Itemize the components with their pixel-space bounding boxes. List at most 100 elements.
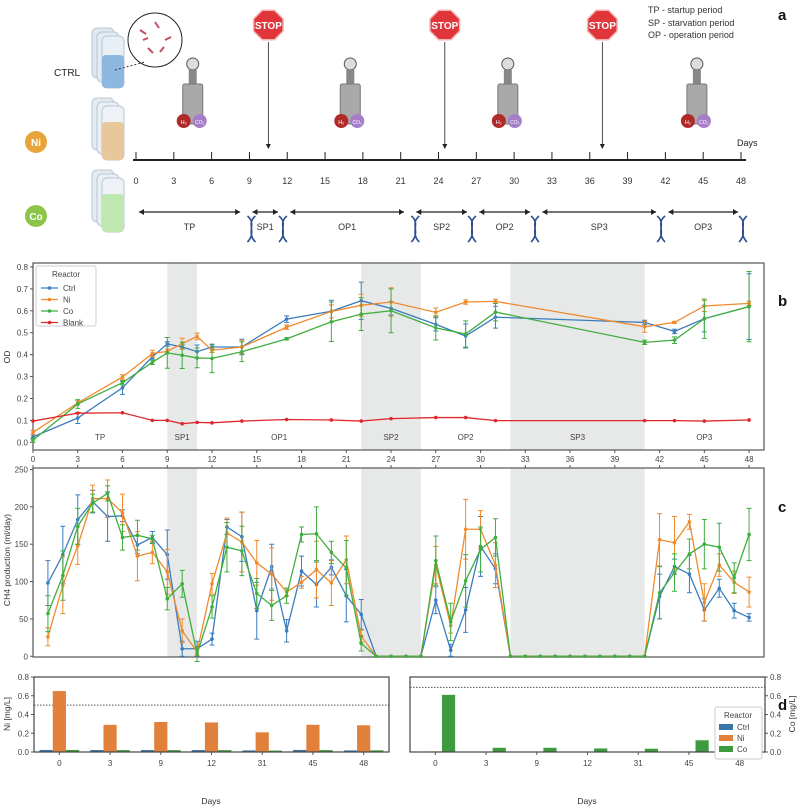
period-label-sp1: SP1 <box>257 222 274 232</box>
bar-co <box>441 694 456 752</box>
bar-co <box>492 747 506 752</box>
data-point <box>747 590 751 594</box>
timeline-tick-label: 24 <box>433 176 443 186</box>
co-badge: Co <box>25 205 47 227</box>
data-point <box>493 299 498 304</box>
arrow-head-right <box>651 209 657 215</box>
data-point <box>329 550 334 555</box>
panel-label-d: d <box>778 697 787 714</box>
data-point <box>433 310 438 315</box>
data-point <box>478 547 483 552</box>
arrow-head-left <box>416 209 422 215</box>
co2-label: CO₂ <box>510 120 520 126</box>
data-point <box>46 581 50 585</box>
data-point <box>463 415 468 420</box>
timeline-tick-label: 48 <box>736 176 746 186</box>
legend-marker <box>47 320 52 325</box>
timeline-tick-label: 15 <box>320 176 330 186</box>
x-tick-label: 42 <box>655 455 664 464</box>
data-point <box>120 535 125 540</box>
x-tick-label: 12 <box>583 759 592 768</box>
data-point <box>75 402 80 406</box>
timeline-tick-label: 6 <box>209 176 214 186</box>
legend-marker <box>47 286 52 290</box>
x-tick-label: 3 <box>108 759 113 768</box>
arrow-head-left <box>479 209 485 215</box>
legend-line-sp: SP - starvation period <box>648 18 734 28</box>
bar-co <box>65 749 80 752</box>
y-tick-label: 0.4 <box>17 351 29 360</box>
stop-arrow-head <box>265 144 271 149</box>
panel-label-c: c <box>778 499 786 516</box>
y-tick-label: 250 <box>15 465 29 474</box>
x-tick-label: 6 <box>120 455 125 464</box>
data-point <box>493 310 498 314</box>
timeline-tick-label: 12 <box>282 176 292 186</box>
bar-ctrl <box>343 750 358 752</box>
data-point <box>195 420 199 425</box>
co2-gas-icon <box>696 114 711 128</box>
reactor-vessel-icon <box>497 83 519 125</box>
x-tick-label: 27 <box>431 455 440 464</box>
y-tick-label: 0.8 <box>770 673 782 682</box>
data-point <box>254 591 259 596</box>
dna-icon <box>530 215 540 243</box>
data-point <box>747 615 751 620</box>
data-point <box>240 549 244 553</box>
data-point <box>672 329 677 334</box>
data-point <box>404 654 408 659</box>
series-line-co <box>32 305 750 441</box>
period-label: SP1 <box>175 433 191 442</box>
plot-frame-b <box>32 262 765 451</box>
bar-co <box>268 750 282 752</box>
reactor-vessel-icon <box>182 83 204 125</box>
stop-sign-label: STOP <box>589 21 616 32</box>
stop-arrow-head <box>442 144 448 149</box>
period-label-sp3: SP3 <box>591 222 608 232</box>
dco-ylabel: Co [mg/L] <box>787 696 797 733</box>
data-point <box>433 598 438 603</box>
data-point <box>747 304 751 309</box>
dni-ylabel: Ni [mg/L] <box>2 697 12 731</box>
legend-label-ctrl: Ctrl <box>63 284 76 293</box>
bar-ctrl <box>242 750 256 752</box>
data-point <box>284 337 289 341</box>
data-point <box>314 531 319 536</box>
ctrl-label: CTRL <box>54 68 81 79</box>
bar-ni <box>357 725 371 752</box>
arrow-head-right <box>398 209 404 215</box>
data-point <box>463 608 468 612</box>
data-point <box>747 418 751 422</box>
data-point <box>150 360 155 365</box>
data-point <box>135 554 140 558</box>
timeline-tick-label: 42 <box>660 176 670 186</box>
x-tick-label: 36 <box>566 455 575 464</box>
data-point <box>687 519 692 524</box>
data-point <box>508 654 513 659</box>
reactor-head-icon <box>692 70 701 84</box>
h2-gas-icon <box>491 114 506 128</box>
x-tick-label: 9 <box>159 759 164 768</box>
data-point <box>75 524 80 529</box>
x-tick-label: 48 <box>735 759 744 768</box>
data-point <box>120 511 125 515</box>
data-point <box>180 581 184 586</box>
period-label-op1: OP1 <box>338 222 356 232</box>
data-point <box>717 586 722 591</box>
x-tick-label: 24 <box>387 455 396 464</box>
data-point <box>732 576 736 580</box>
x-tick-label: 12 <box>208 455 217 464</box>
period-label: TP <box>95 433 105 442</box>
data-point <box>284 417 289 422</box>
series-co <box>45 485 752 662</box>
legend-swatch <box>719 724 733 730</box>
bar-ni <box>255 732 269 752</box>
co2-label: CO₂ <box>353 120 363 126</box>
data-point <box>254 561 259 565</box>
c-ylabel: CH4 production (ml/day) <box>2 514 12 606</box>
data-point <box>419 654 423 659</box>
y-tick-label: 150 <box>15 540 29 549</box>
data-point <box>46 635 50 639</box>
legend-marker <box>47 297 52 302</box>
